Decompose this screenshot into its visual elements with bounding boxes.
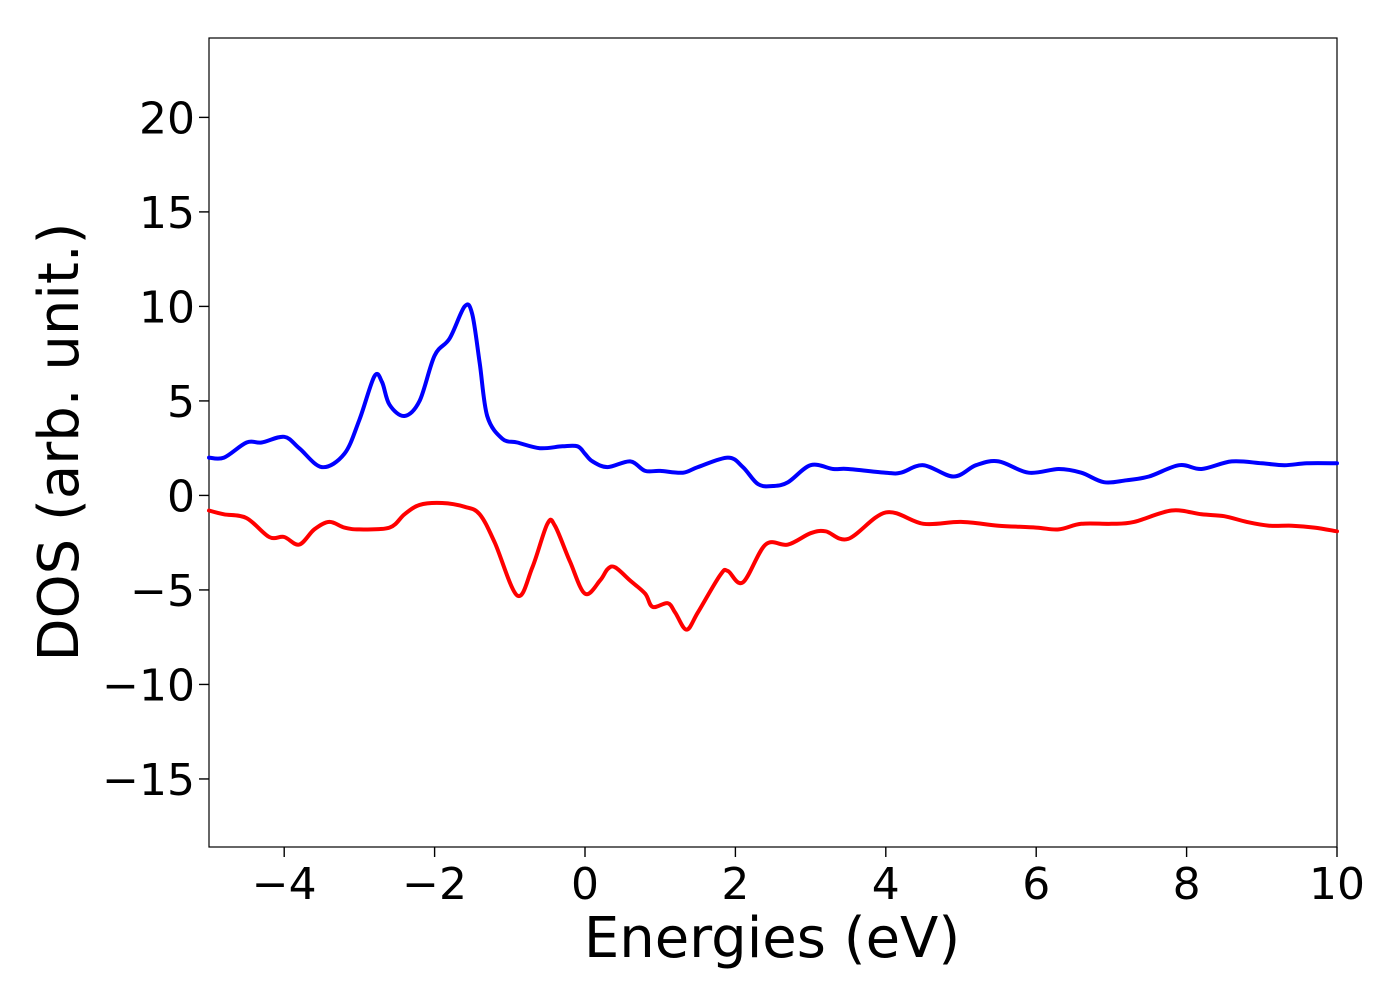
series-layer — [207, 302, 1339, 632]
x-tick-label: 2 — [721, 859, 749, 910]
y-tick-label: 5 — [167, 377, 195, 428]
y-tick-label: 15 — [139, 188, 195, 239]
x-tick-label: 10 — [1309, 859, 1365, 910]
x-tick-label: −4 — [252, 859, 317, 910]
y-axis-ticks: −15 −10 −5 0 5 10 15 20 — [102, 93, 209, 806]
y-tick-label: −15 — [102, 755, 195, 806]
y-tick-label: 20 — [139, 93, 195, 144]
y-tick-label: −10 — [102, 660, 195, 711]
y-axis-label: DOS (arb. unit.) — [27, 222, 92, 661]
x-tick-label: 6 — [1022, 859, 1050, 910]
series-line-1 — [207, 302, 1339, 489]
plot-area — [208, 37, 1338, 848]
y-tick-label: 0 — [167, 471, 195, 522]
x-tick-label: −2 — [402, 859, 467, 910]
series-line-2 — [207, 500, 1339, 632]
x-tick-label: 8 — [1173, 859, 1201, 910]
x-tick-label: 0 — [571, 859, 599, 910]
x-tick-label: 4 — [872, 859, 900, 910]
x-axis-label: Energies (eV) — [584, 906, 960, 971]
plot-frame — [208, 37, 1338, 848]
y-tick-label: −5 — [130, 566, 195, 617]
y-tick-label: 10 — [139, 282, 195, 333]
x-axis-ticks: −4 −2 0 2 4 6 8 10 — [252, 847, 1365, 910]
